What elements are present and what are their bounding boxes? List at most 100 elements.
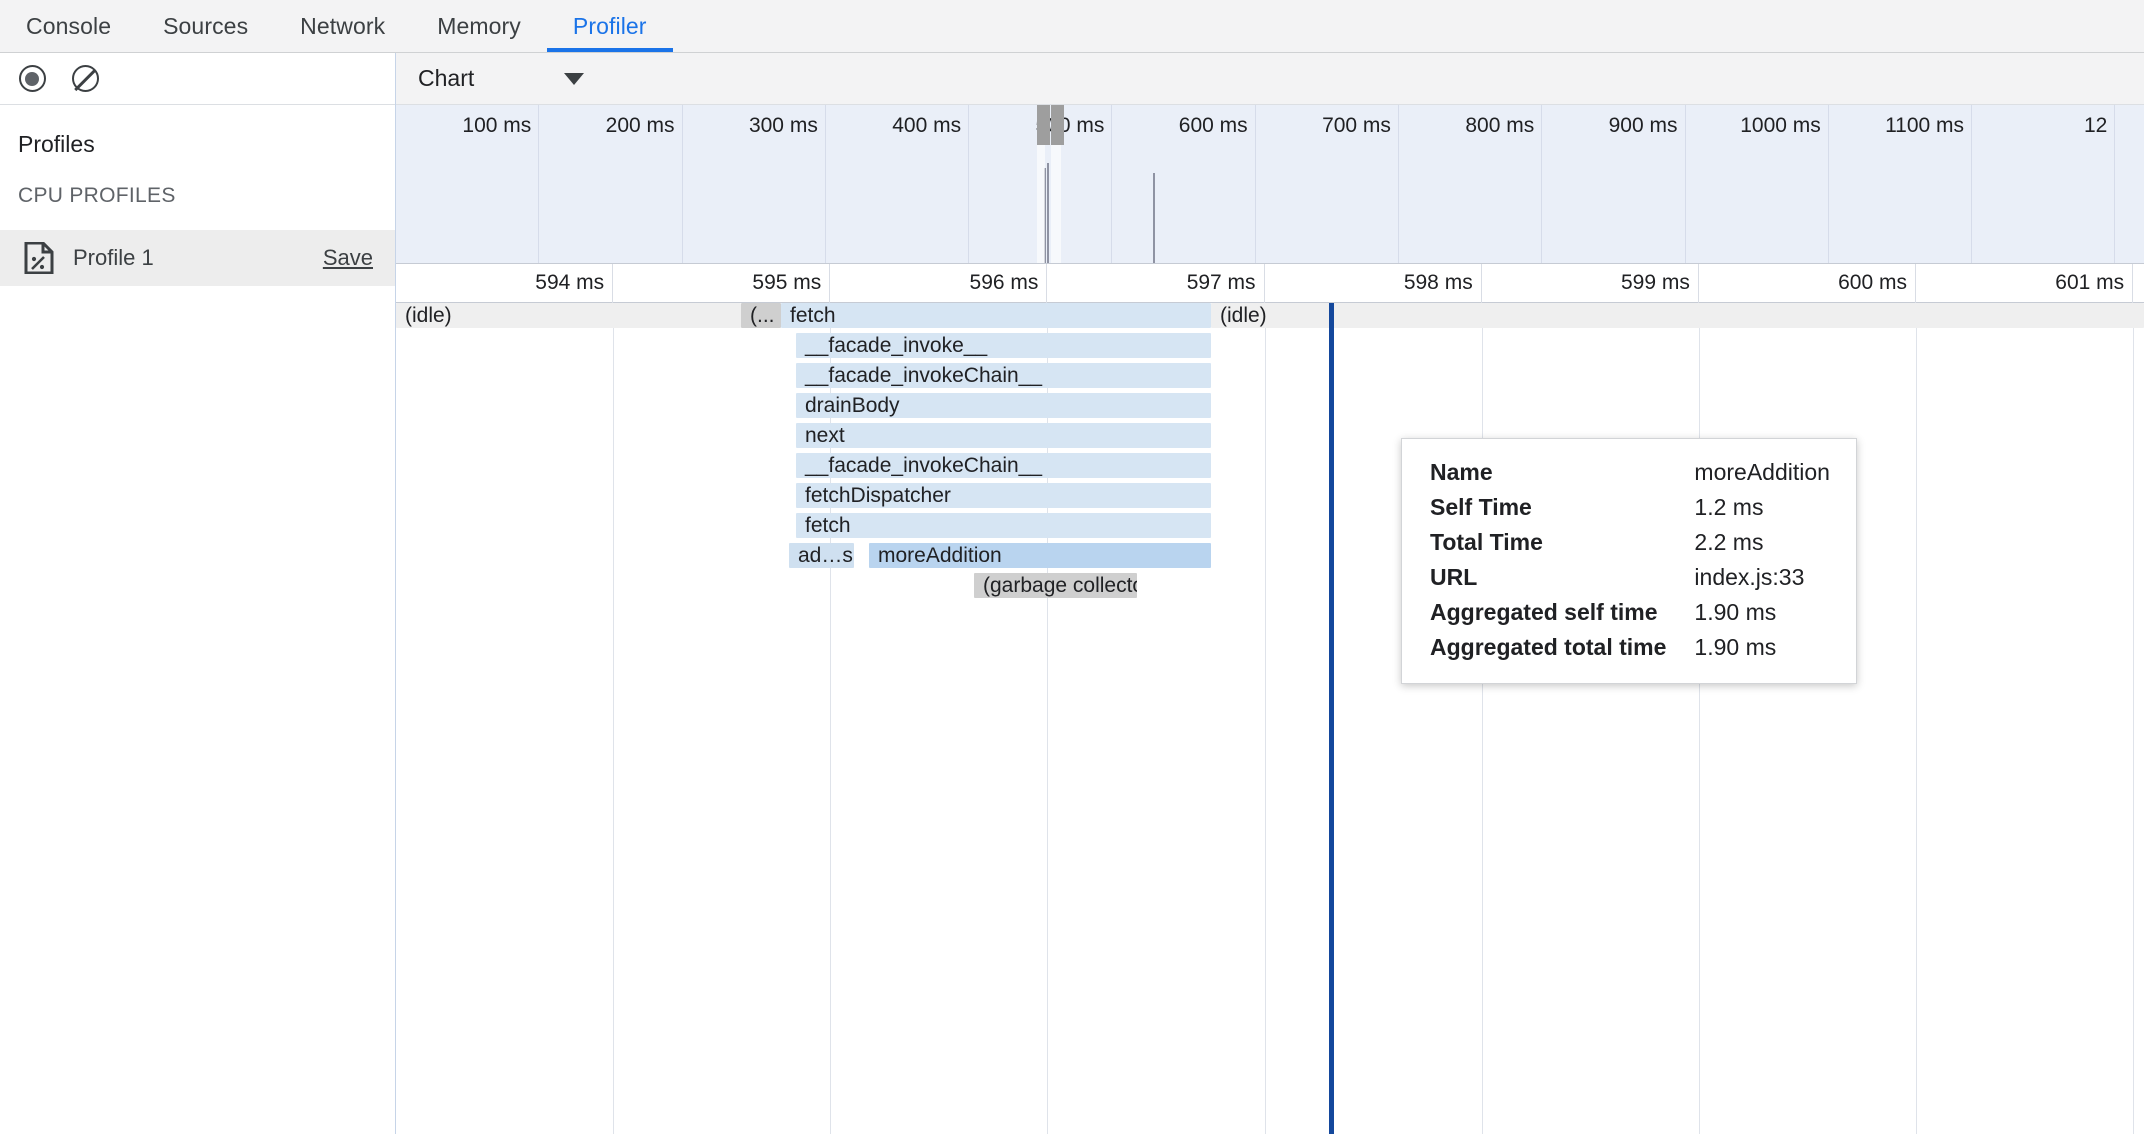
flame-bar-label: (idle) <box>1220 303 1267 327</box>
flame-bar-label: __facade_invokeChain__ <box>805 453 1043 477</box>
flame-bar[interactable]: next <box>796 423 1211 448</box>
view-mode-select[interactable]: Chart <box>406 58 646 99</box>
ruler-tick: 595 ms <box>396 264 831 304</box>
overview-tick-label: 700 ms <box>1322 114 1391 137</box>
flame-bar[interactable]: (... <box>741 303 781 328</box>
ruler-tick: 601 ms <box>396 264 2134 304</box>
tooltip-value: 2.2 ms <box>1694 529 1764 555</box>
tab-label: Sources <box>163 12 249 39</box>
overview-cpu-spike <box>1044 168 1046 263</box>
flame-bar[interactable]: fetch <box>781 303 1211 328</box>
profiler-toolbar: Chart <box>396 53 2144 105</box>
overview-tick: 100 ms <box>396 105 540 263</box>
tooltip-key: Aggregated total time <box>1430 634 1667 660</box>
overview-tick-label: 900 ms <box>1608 114 1678 137</box>
clear-icon <box>71 65 99 92</box>
ruler-tick: 596 ms <box>396 264 1048 304</box>
flame-bar[interactable]: fetch <box>796 513 1211 538</box>
tooltip-key: Aggregated self time <box>1430 599 1658 625</box>
tab-console[interactable]: Console <box>0 0 137 52</box>
profile-name: Profile 1 <box>73 245 154 270</box>
profile-overview[interactable]: 100 ms 200 ms 300 ms 400 ms 500 ms 600 ms 700 … <box>396 105 2144 263</box>
flame-bar-label: (garbage collector) <box>983 573 1137 597</box>
view-mode-label: Chart <box>418 65 475 91</box>
flame-bar[interactable]: drainBody <box>796 393 1211 418</box>
overview-tick: 700 ms <box>396 105 1399 263</box>
flame-bar-label: ad…s <box>798 543 853 567</box>
flame-gridline <box>1916 303 1917 1134</box>
overview-tick: 900 ms <box>396 105 1686 263</box>
ruler-tick-label: 600 ms <box>1838 271 1907 294</box>
tab-profiler[interactable]: Profiler <box>546 0 673 52</box>
tab-label: Memory <box>437 12 521 39</box>
tab-label: Console <box>26 12 112 39</box>
overview-tick-label: 300 ms <box>748 114 818 137</box>
sidebar-toolbar <box>0 53 395 105</box>
overview-tick-label: 200 ms <box>605 114 675 137</box>
clear-button[interactable] <box>67 61 103 97</box>
record-button[interactable] <box>14 61 50 97</box>
profiles-sidebar: Profiles CPU PROFILES Profile 1 Save <box>0 53 396 1134</box>
profile-document-icon <box>24 242 54 274</box>
flame-gridline <box>1047 303 1049 1134</box>
ruler-tick: 600 ms <box>396 264 1916 304</box>
overview-window-handle-left[interactable] <box>1037 105 1050 145</box>
flame-bar[interactable]: (idle) <box>1211 303 2144 328</box>
timeline-cursor <box>1329 303 1334 1134</box>
tooltip-value: moreAddition <box>1694 459 1830 485</box>
flame-bar[interactable]: (garbage collector) <box>974 573 1137 598</box>
flame-bar[interactable]: ad…s <box>789 543 854 568</box>
tab-memory[interactable]: Memory <box>411 0 547 52</box>
flame-bar-label: __facade_invokeChain__ <box>805 363 1043 387</box>
flame-bar-label: next <box>805 423 845 447</box>
tooltip-key: Total Time <box>1430 529 1543 555</box>
flame-bar-label: fetch <box>805 513 851 537</box>
overview-tick: 300 ms <box>396 105 826 263</box>
flame-bar-label: __facade_invoke__ <box>805 333 988 357</box>
flame-gridline <box>1481 303 1483 1134</box>
flame-bar[interactable]: moreAddition <box>869 543 1211 568</box>
flame-bar[interactable]: fetchDispatcher <box>796 483 1211 508</box>
flame-bar-label: (idle) <box>405 303 452 327</box>
ruler-tick-label: 595 ms <box>752 271 822 294</box>
overview-tick-label: 100 ms <box>462 114 532 137</box>
tooltip-value: index.js:33 <box>1694 564 1805 590</box>
tooltip-value: 1.90 ms <box>1694 634 1777 660</box>
flame-gridline <box>830 303 832 1134</box>
profiler-main-pane: Chart 100 ms 200 ms 300 ms 400 ms 500 ms 600 … <box>396 53 2144 1134</box>
sidebar-group-header: CPU PROFILES <box>18 184 176 207</box>
overview-tick: 1100 ms <box>396 105 1973 263</box>
flame-bar-label: fetchDispatcher <box>805 483 951 507</box>
overview-dim-left <box>1037 105 1045 263</box>
save-profile-link[interactable]: Save <box>322 245 373 270</box>
record-dot-icon <box>25 71 39 86</box>
frame-details-tooltip: Name moreAddition Self Time 1.2 ms Total Tim… <box>1401 438 1857 684</box>
tab-label: Profiler <box>572 12 647 39</box>
chevron-down-icon <box>564 72 585 85</box>
ruler-tick-label: 601 ms <box>2055 271 2125 294</box>
flame-bar[interactable]: __facade_invoke__ <box>796 333 1211 358</box>
flame-bar[interactable]: __facade_invokeChain__ <box>796 363 1211 388</box>
tab-sources[interactable]: Sources <box>137 0 274 52</box>
overview-tick-label: 1100 ms <box>1885 114 1965 137</box>
overview-tick: 400 ms <box>396 105 970 263</box>
ruler-tick-label: 599 ms <box>1620 271 1690 294</box>
profile-list-item[interactable]: Profile 1 Save <box>0 230 395 286</box>
tooltip-key: Name <box>1430 459 1493 485</box>
sidebar-section-title: Profiles <box>18 131 95 157</box>
overview-dim-right <box>1051 105 1061 263</box>
overview-tick: 200 ms <box>396 105 683 263</box>
flame-bar-label: drainBody <box>805 393 900 417</box>
tab-network[interactable]: Network <box>274 0 411 52</box>
flame-chart[interactable]: (idle) (... fetch (idle) __facade_invoke__ __… <box>396 303 2144 1134</box>
ruler-tick: 599 ms <box>396 264 1699 304</box>
ruler-tick: 597 ms <box>396 264 1265 304</box>
flame-bar[interactable]: (idle) <box>396 303 741 328</box>
overview-window-handle-right[interactable] <box>1051 105 1064 145</box>
flame-bar[interactable]: __facade_invokeChain__ <box>796 453 1211 478</box>
timeline-ruler: 594 ms 595 ms 596 ms 597 ms 598 ms 599 ms 600 … <box>396 263 2144 304</box>
overview-cpu-spike <box>1153 173 1155 263</box>
tab-label: Network <box>300 12 386 39</box>
flame-gridline <box>1264 303 1266 1134</box>
